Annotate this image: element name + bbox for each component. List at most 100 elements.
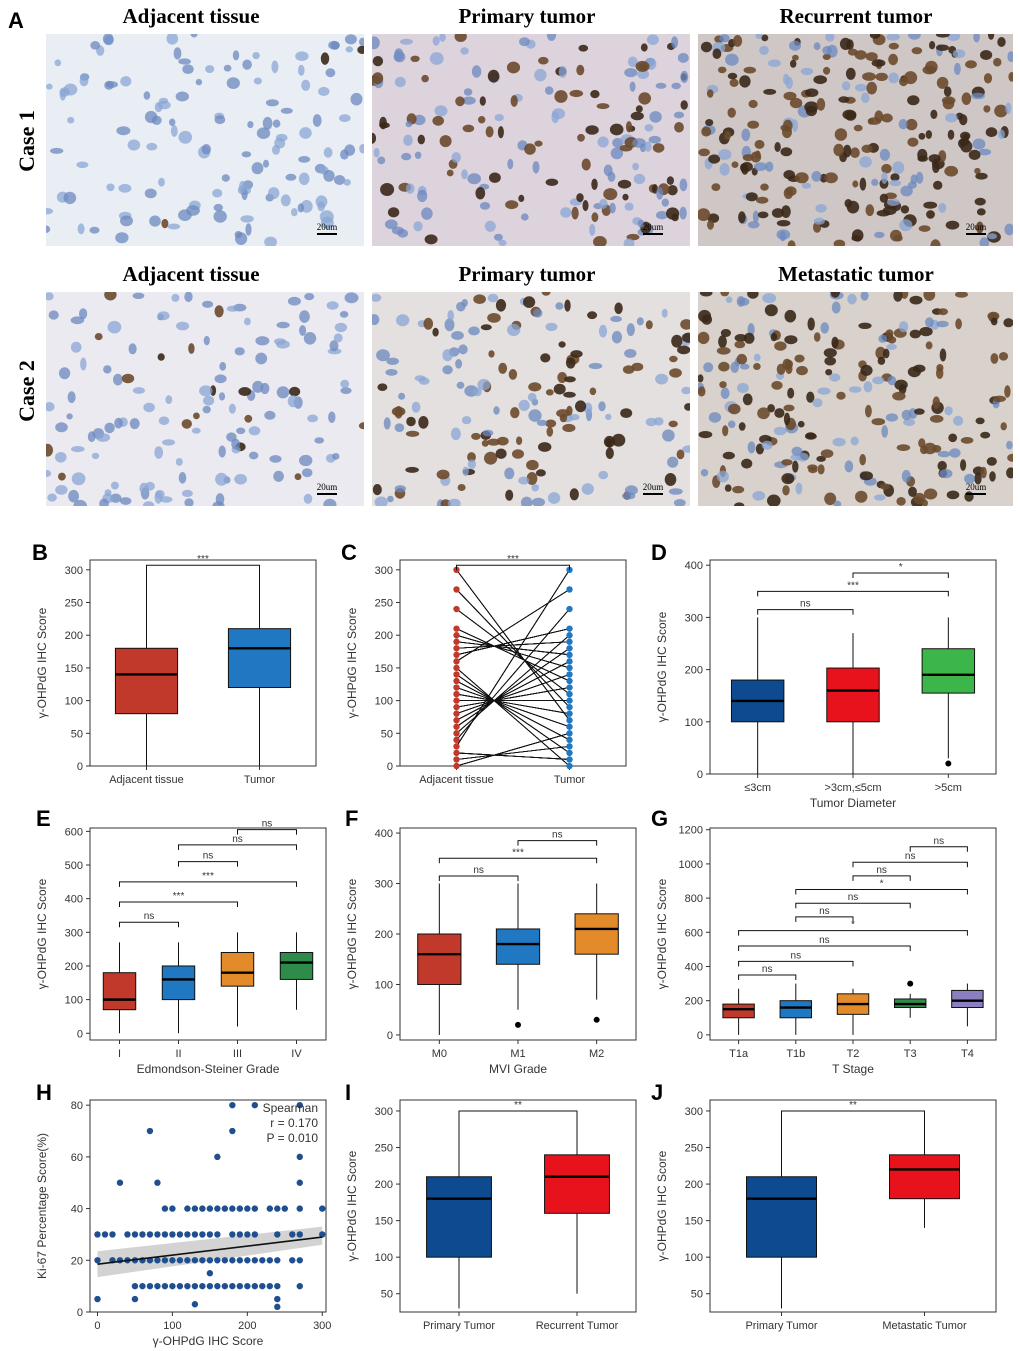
nucleus [812, 398, 823, 408]
nucleus [421, 74, 429, 83]
nucleus [684, 403, 690, 411]
paired-line [456, 674, 570, 715]
nucleus [655, 373, 669, 385]
nucleus [698, 208, 711, 221]
nucleus [865, 204, 875, 217]
nucleus [540, 353, 551, 363]
y-tick-label: 150 [685, 1216, 703, 1228]
nucleus [671, 334, 683, 348]
scatter-point [206, 1205, 214, 1212]
nucleus [417, 189, 428, 203]
nucleus [299, 325, 307, 336]
nucleus [923, 201, 938, 209]
nucleus [158, 416, 170, 425]
nucleus [439, 135, 452, 148]
significance-bracket [852, 861, 968, 868]
nucleus [236, 427, 246, 435]
nucleus [323, 170, 335, 182]
nucleus [1007, 51, 1013, 63]
nucleus [937, 450, 951, 458]
nucleus [104, 422, 115, 434]
nucleus [297, 203, 304, 213]
nucleus [662, 429, 675, 442]
nucleus [372, 72, 384, 85]
significance-bracket [178, 844, 297, 850]
nucleus [975, 172, 988, 180]
nucleus [203, 395, 215, 406]
nucleus [504, 467, 515, 480]
nucleus [986, 457, 997, 466]
nucleus [176, 321, 190, 331]
nucleus [545, 389, 554, 396]
tumor-point [566, 723, 573, 730]
significance-label: ns [800, 599, 811, 610]
nucleus [203, 335, 210, 346]
x-tick-label: Metastatic Tumor [882, 1320, 967, 1332]
nucleus [432, 36, 440, 46]
nucleus [380, 183, 395, 196]
nucleus [181, 489, 193, 497]
outlier-point [907, 980, 914, 987]
nucleus [570, 350, 583, 358]
nucleus [79, 308, 88, 320]
scatter-point [266, 1282, 274, 1290]
nucleus [418, 416, 429, 429]
nucleus [987, 233, 997, 240]
nucleus [671, 36, 679, 49]
significance-label: ns [473, 865, 484, 876]
scatter-point [146, 1127, 154, 1135]
nucleus [405, 183, 415, 194]
nucleus [372, 314, 380, 326]
significance-bracket [438, 875, 519, 881]
nucleus [447, 498, 461, 506]
nucleus [971, 92, 985, 100]
nucleus [898, 321, 909, 333]
nucleus [741, 458, 753, 469]
nucleus [190, 34, 198, 38]
significance-label: * [880, 879, 884, 890]
nucleus [605, 413, 612, 421]
paired-line [456, 687, 570, 728]
nucleus [264, 236, 277, 246]
scatter-point [184, 1231, 191, 1238]
nucleus [853, 124, 863, 132]
nucleus [780, 124, 789, 131]
nucleus [947, 129, 955, 140]
nucleus [1000, 422, 1007, 431]
nucleus [480, 324, 492, 331]
nucleus [340, 149, 349, 160]
nucleus [223, 64, 232, 72]
nucleus [739, 363, 750, 370]
nucleus [446, 169, 454, 177]
significance-label: ns [848, 892, 859, 903]
nucleus [833, 143, 844, 157]
nucleus [436, 469, 450, 480]
nucleus [610, 147, 624, 160]
nucleus [587, 311, 598, 320]
nucleus [882, 348, 890, 359]
y-tick-label: 200 [685, 665, 703, 677]
paired-line [456, 634, 570, 734]
nucleus [964, 473, 975, 484]
nucleus [787, 387, 795, 399]
nucleus [510, 407, 520, 419]
chart-svg: 0 200 400 600 800 1000 1200 γ-OHPdG IHC Score T … [655, 825, 997, 1076]
nucleus [824, 492, 837, 506]
nucleus [505, 200, 519, 210]
outlier-point [593, 1016, 600, 1023]
tumor-point [566, 586, 573, 593]
significance-label: ns [876, 865, 887, 876]
x-tick-label: Tumor [244, 774, 276, 786]
nucleus [625, 121, 633, 133]
micrograph-case1-recurrent: 20um [698, 34, 1013, 246]
y-tick-label: 300 [685, 612, 703, 624]
nucleus [720, 292, 729, 297]
nucleus [881, 171, 888, 184]
significance-bracket [458, 1110, 578, 1116]
nucleus [526, 459, 539, 471]
panel-letter-B: B [32, 540, 48, 565]
nucleus [822, 45, 832, 55]
nucleus [680, 70, 689, 83]
nucleus [113, 373, 123, 386]
nucleus [551, 111, 559, 124]
